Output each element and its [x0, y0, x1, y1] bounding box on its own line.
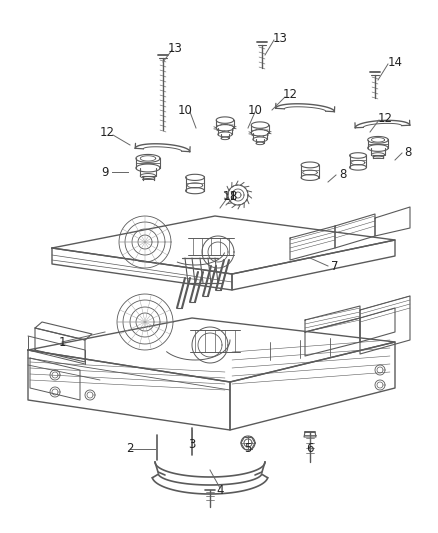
Text: 2: 2 — [126, 442, 134, 456]
Text: 8: 8 — [404, 147, 412, 159]
Text: 4: 4 — [216, 483, 224, 497]
Text: 11: 11 — [223, 190, 237, 204]
Text: 14: 14 — [388, 55, 403, 69]
Text: 9: 9 — [101, 166, 109, 179]
Text: 6: 6 — [306, 442, 314, 456]
Text: 10: 10 — [247, 103, 262, 117]
Text: 12: 12 — [283, 88, 297, 101]
Text: 3: 3 — [188, 439, 196, 451]
Text: 5: 5 — [244, 442, 252, 456]
Text: 13: 13 — [168, 42, 183, 54]
Text: 8: 8 — [339, 168, 347, 182]
Text: 10: 10 — [177, 103, 192, 117]
Text: 8: 8 — [230, 190, 237, 203]
Text: 13: 13 — [272, 31, 287, 44]
Text: 12: 12 — [99, 126, 114, 140]
Text: 1: 1 — [58, 335, 66, 349]
Text: 7: 7 — [331, 260, 339, 272]
Text: 12: 12 — [378, 111, 392, 125]
